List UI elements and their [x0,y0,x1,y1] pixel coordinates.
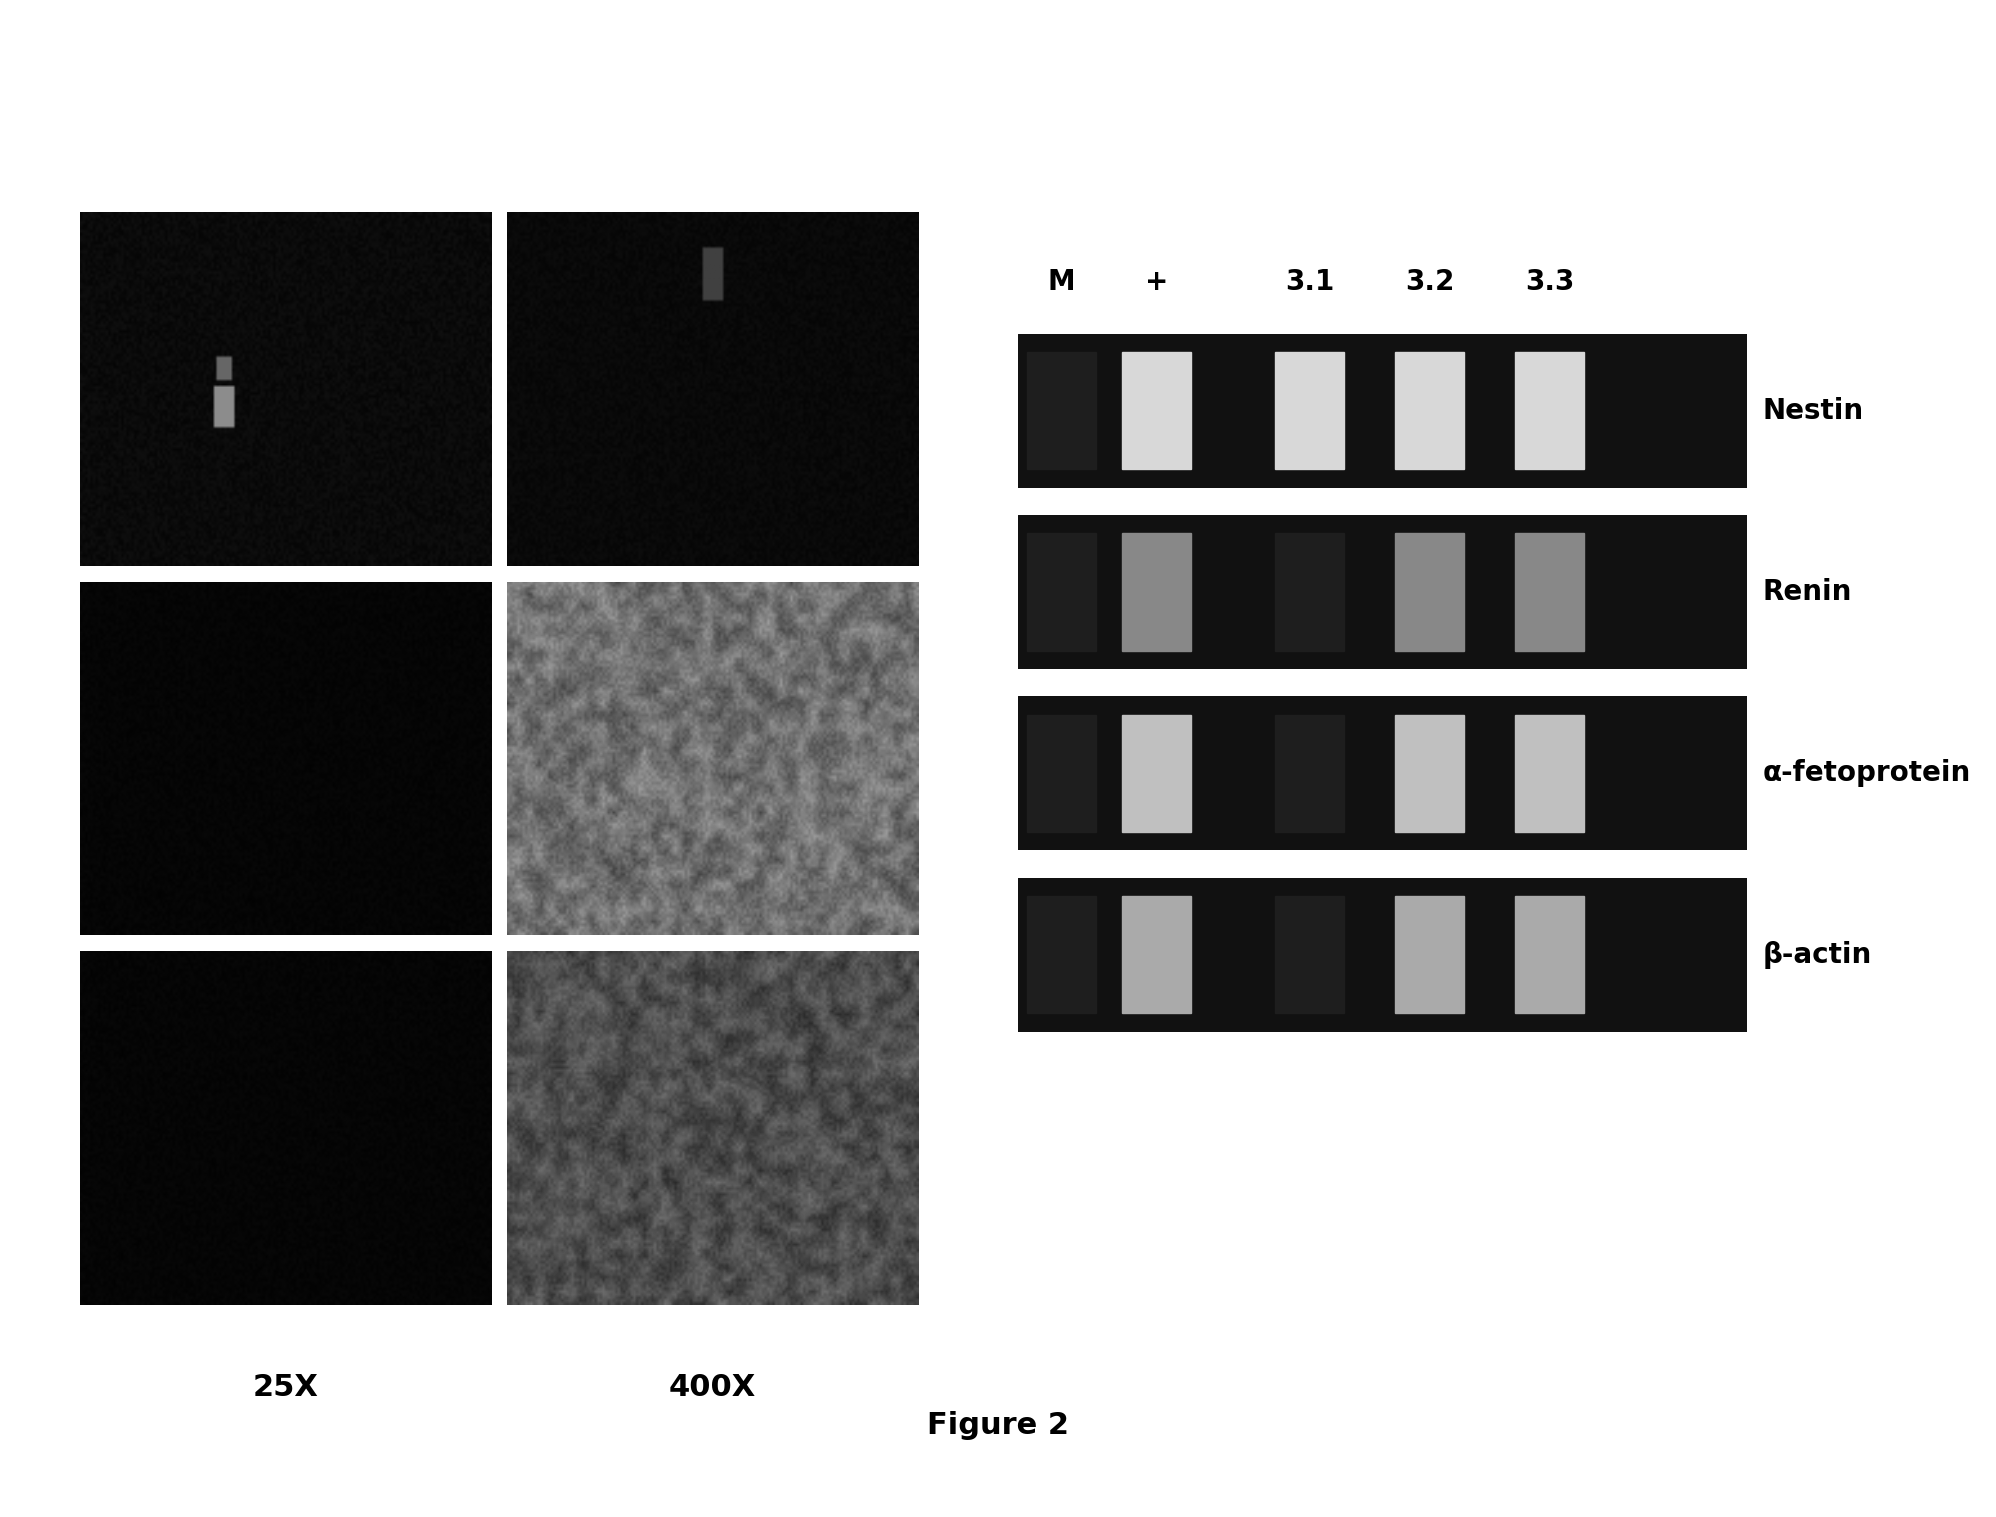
Bar [1515,715,1585,831]
Bar [1028,534,1096,651]
Bar [1122,715,1192,831]
Text: 3.3: 3.3 [1525,269,1575,296]
Bar [1028,352,1096,469]
Bar [1275,715,1343,831]
Bar [1515,352,1585,469]
Text: 3.2: 3.2 [1405,269,1455,296]
Bar [1395,534,1465,651]
Bar [1122,352,1192,469]
Bar [1395,897,1465,1013]
Text: Renin: Renin [1762,578,1852,605]
Bar [1395,715,1465,831]
Text: 400X: 400X [669,1373,756,1402]
Bar [1122,897,1192,1013]
Bar [1028,897,1096,1013]
Bar [1275,352,1343,469]
Text: α-fetoprotein: α-fetoprotein [1762,760,1970,787]
Bar [1515,897,1585,1013]
Text: 25X: 25X [251,1373,319,1402]
Bar [1275,897,1343,1013]
Text: Figure 2: Figure 2 [926,1411,1070,1441]
Text: M: M [1048,269,1076,296]
Bar [1515,534,1585,651]
Text: +: + [1144,269,1168,296]
Text: 3.1: 3.1 [1285,269,1333,296]
Bar [1275,534,1343,651]
Bar [1395,352,1465,469]
Bar [1122,534,1192,651]
Bar [1028,715,1096,831]
Text: Nestin: Nestin [1762,397,1864,425]
Text: β-actin: β-actin [1762,941,1872,968]
